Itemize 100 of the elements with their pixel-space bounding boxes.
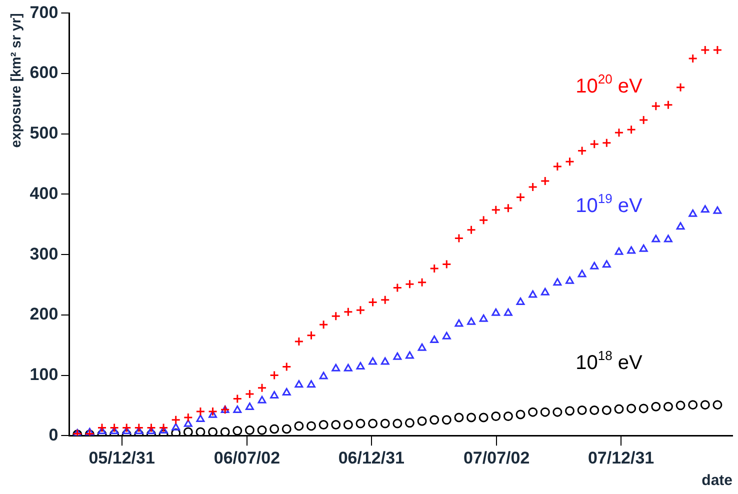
point (380, 357, 390, 365)
point (528, 290, 538, 298)
point (676, 82, 686, 92)
point (627, 246, 636, 254)
point (688, 400, 698, 410)
point (442, 259, 452, 269)
point (454, 319, 464, 327)
point (417, 416, 427, 426)
point (626, 404, 636, 414)
x-tick-label: 06/12/31 (338, 448, 405, 468)
point (122, 426, 131, 434)
point (393, 352, 402, 360)
point (540, 288, 550, 296)
point (626, 124, 636, 134)
point (564, 156, 574, 166)
point (183, 412, 193, 422)
point (406, 351, 414, 359)
point (614, 247, 624, 255)
y-tick-label: 700 (30, 2, 58, 22)
point (712, 400, 722, 410)
point (503, 203, 513, 213)
point (688, 209, 698, 217)
point (392, 283, 402, 293)
point (159, 426, 168, 434)
point (577, 406, 587, 416)
y-tick-label: 200 (30, 304, 58, 324)
point (504, 308, 512, 316)
point (380, 295, 390, 305)
point (244, 389, 254, 399)
point (454, 412, 464, 422)
point (516, 410, 526, 420)
y-tick-label: 400 (30, 184, 58, 203)
point (663, 100, 673, 110)
point (466, 412, 476, 422)
point (122, 423, 132, 433)
point (319, 372, 328, 380)
point (257, 383, 267, 393)
point (244, 425, 254, 435)
point (614, 128, 624, 138)
point (478, 215, 488, 225)
point (318, 420, 328, 430)
point (110, 426, 119, 434)
point (258, 396, 266, 404)
point (196, 414, 205, 422)
point (417, 278, 427, 288)
point (466, 225, 476, 235)
point (528, 182, 538, 192)
point (418, 343, 426, 351)
point (331, 420, 341, 430)
y-tick-label: 100 (30, 364, 58, 384)
x-axis-title: date (702, 472, 732, 490)
point (492, 308, 500, 316)
x-tick-label: 07/12/31 (588, 448, 654, 468)
point (638, 115, 648, 125)
point (516, 192, 526, 202)
point (404, 418, 414, 428)
point (171, 415, 181, 425)
point (270, 370, 280, 380)
point (146, 423, 156, 433)
point (700, 205, 710, 213)
point (356, 362, 365, 370)
point (380, 418, 390, 428)
point (578, 270, 586, 278)
point (343, 307, 353, 317)
point (97, 423, 107, 433)
point (566, 276, 574, 284)
x-tick-label: 05/12/31 (88, 448, 155, 468)
point (663, 402, 673, 412)
point (602, 138, 612, 148)
x-tick-label: 07/07/02 (463, 448, 530, 468)
point (98, 426, 106, 434)
point (110, 423, 120, 433)
point (183, 427, 193, 436)
point (368, 357, 378, 365)
point (664, 234, 672, 242)
point (700, 45, 710, 55)
y-tick-label: 600 (30, 63, 58, 82)
point (134, 423, 144, 433)
point (713, 206, 722, 214)
point (306, 421, 316, 431)
point (196, 427, 206, 436)
point (257, 425, 267, 435)
point (294, 336, 304, 346)
point (454, 234, 464, 244)
point (343, 420, 353, 430)
point (232, 426, 242, 436)
y-axis-title: exposure [km² sr yr] (7, 13, 24, 148)
point (368, 297, 378, 307)
point (282, 388, 291, 396)
point (208, 406, 218, 416)
point (528, 407, 538, 417)
point (590, 406, 600, 416)
point (712, 45, 722, 55)
point (430, 336, 439, 344)
point (652, 234, 660, 242)
point (318, 320, 328, 330)
point (491, 205, 501, 215)
point (540, 407, 550, 417)
point (552, 407, 562, 417)
point (590, 139, 600, 149)
